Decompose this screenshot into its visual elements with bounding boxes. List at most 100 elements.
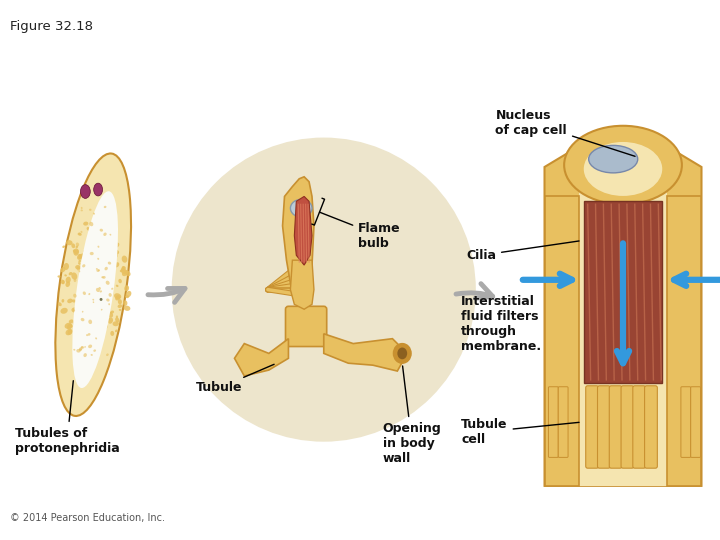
- Ellipse shape: [73, 308, 79, 312]
- Bar: [584, 201, 662, 383]
- Ellipse shape: [88, 345, 92, 348]
- Ellipse shape: [122, 270, 128, 276]
- Ellipse shape: [102, 246, 104, 249]
- Ellipse shape: [106, 252, 109, 254]
- Ellipse shape: [81, 311, 88, 317]
- Ellipse shape: [106, 229, 108, 232]
- Text: Opening
in body
wall: Opening in body wall: [382, 366, 441, 465]
- Ellipse shape: [118, 279, 122, 284]
- Ellipse shape: [78, 254, 81, 256]
- Ellipse shape: [73, 294, 76, 298]
- Ellipse shape: [74, 250, 78, 254]
- Ellipse shape: [104, 324, 107, 329]
- Ellipse shape: [81, 346, 84, 349]
- Ellipse shape: [82, 311, 84, 313]
- Ellipse shape: [106, 354, 109, 356]
- Ellipse shape: [112, 321, 119, 326]
- Ellipse shape: [114, 242, 120, 248]
- Ellipse shape: [98, 269, 99, 271]
- Ellipse shape: [101, 234, 105, 239]
- Ellipse shape: [97, 258, 99, 260]
- Ellipse shape: [81, 231, 83, 233]
- Ellipse shape: [65, 323, 72, 329]
- Ellipse shape: [78, 326, 84, 332]
- Ellipse shape: [92, 321, 96, 324]
- Ellipse shape: [64, 274, 67, 276]
- Ellipse shape: [110, 264, 113, 267]
- Ellipse shape: [99, 291, 102, 293]
- Ellipse shape: [99, 237, 102, 240]
- Ellipse shape: [72, 191, 118, 388]
- Ellipse shape: [115, 318, 120, 322]
- Ellipse shape: [96, 288, 100, 292]
- Ellipse shape: [89, 222, 94, 226]
- Ellipse shape: [116, 285, 119, 287]
- FancyBboxPatch shape: [609, 386, 622, 468]
- Ellipse shape: [68, 329, 72, 335]
- Polygon shape: [324, 334, 408, 371]
- Ellipse shape: [125, 295, 129, 298]
- Ellipse shape: [171, 138, 476, 442]
- Bar: [579, 162, 667, 486]
- Ellipse shape: [99, 335, 102, 339]
- Ellipse shape: [73, 349, 76, 350]
- Ellipse shape: [109, 234, 112, 235]
- Ellipse shape: [117, 305, 122, 308]
- Ellipse shape: [58, 302, 62, 306]
- Ellipse shape: [115, 295, 120, 300]
- Ellipse shape: [96, 268, 98, 269]
- Ellipse shape: [78, 233, 81, 236]
- Ellipse shape: [109, 293, 112, 297]
- FancyBboxPatch shape: [690, 387, 701, 457]
- Ellipse shape: [81, 185, 90, 198]
- FancyBboxPatch shape: [286, 306, 327, 347]
- Ellipse shape: [73, 279, 76, 282]
- Ellipse shape: [77, 267, 81, 271]
- Ellipse shape: [123, 300, 127, 306]
- Ellipse shape: [94, 349, 96, 352]
- FancyBboxPatch shape: [681, 387, 690, 457]
- Ellipse shape: [67, 323, 72, 330]
- Polygon shape: [294, 197, 312, 265]
- Ellipse shape: [66, 281, 70, 287]
- Ellipse shape: [72, 299, 76, 302]
- Ellipse shape: [290, 199, 312, 217]
- Ellipse shape: [118, 299, 122, 305]
- Ellipse shape: [60, 308, 68, 314]
- Polygon shape: [282, 177, 314, 300]
- Ellipse shape: [94, 183, 102, 196]
- Text: Nucleus
of cap cell: Nucleus of cap cell: [495, 109, 635, 156]
- Ellipse shape: [66, 276, 71, 283]
- Ellipse shape: [71, 307, 78, 313]
- Ellipse shape: [88, 333, 91, 336]
- Ellipse shape: [589, 145, 638, 173]
- FancyBboxPatch shape: [558, 387, 568, 457]
- Ellipse shape: [76, 242, 79, 246]
- Ellipse shape: [58, 275, 60, 278]
- FancyBboxPatch shape: [586, 386, 598, 468]
- Ellipse shape: [99, 287, 101, 290]
- Ellipse shape: [78, 233, 81, 235]
- Ellipse shape: [108, 303, 110, 305]
- Ellipse shape: [108, 318, 113, 324]
- Ellipse shape: [60, 280, 64, 284]
- Ellipse shape: [86, 321, 91, 326]
- Ellipse shape: [86, 227, 90, 231]
- Ellipse shape: [84, 346, 86, 348]
- Ellipse shape: [107, 240, 112, 244]
- Ellipse shape: [101, 309, 102, 310]
- Ellipse shape: [99, 229, 103, 232]
- Ellipse shape: [119, 309, 122, 311]
- Text: © 2014 Pearson Education, Inc.: © 2014 Pearson Education, Inc.: [10, 513, 165, 523]
- Ellipse shape: [107, 309, 110, 312]
- Polygon shape: [290, 260, 314, 309]
- Ellipse shape: [62, 280, 65, 284]
- Ellipse shape: [85, 333, 88, 336]
- Ellipse shape: [108, 261, 111, 265]
- Ellipse shape: [104, 317, 109, 322]
- Ellipse shape: [122, 266, 125, 269]
- Ellipse shape: [120, 269, 123, 272]
- Ellipse shape: [98, 231, 103, 235]
- Ellipse shape: [78, 253, 85, 260]
- Ellipse shape: [90, 252, 94, 255]
